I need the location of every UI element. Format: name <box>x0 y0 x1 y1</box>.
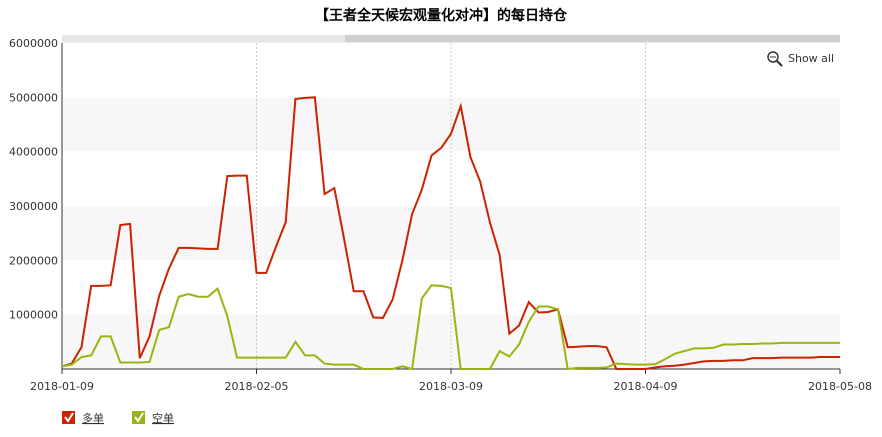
y-tick-label: 4000000 <box>9 146 58 159</box>
x-tick-label: 2018-01-09 <box>30 380 94 393</box>
legend-check <box>134 412 144 423</box>
y-tick-label: 5000000 <box>9 91 58 104</box>
x-tick-label: 2018-02-05 <box>225 380 289 393</box>
y-tick-label: 6000000 <box>9 37 58 50</box>
legend-item[interactable]: 空单 <box>132 411 174 425</box>
zoom-icon <box>776 60 783 67</box>
chart-title: 【王者全天候宏观量化对冲】的每日持仓 <box>315 7 568 24</box>
legend-label: 空单 <box>152 411 174 425</box>
show-all-button[interactable]: Show all <box>767 51 834 67</box>
y-tick-label: 1000000 <box>9 309 58 322</box>
series-line <box>61 96 840 370</box>
y-tick-label: 3000000 <box>9 200 58 213</box>
x-tick-label: 2018-03-09 <box>419 380 483 393</box>
series-line <box>61 284 840 371</box>
legend-item[interactable]: 多单 <box>62 411 104 425</box>
legend-label: 多单 <box>82 411 104 425</box>
show-all-label[interactable]: Show all <box>788 52 834 65</box>
x-tick-label: 2018-04-09 <box>614 380 678 393</box>
y-tick-label: 2000000 <box>9 254 58 267</box>
zoom-icon <box>767 51 779 63</box>
x-tick-label: 2018-05-08 <box>808 380 872 393</box>
legend-check <box>64 412 74 423</box>
navigator-handle[interactable] <box>345 35 840 43</box>
